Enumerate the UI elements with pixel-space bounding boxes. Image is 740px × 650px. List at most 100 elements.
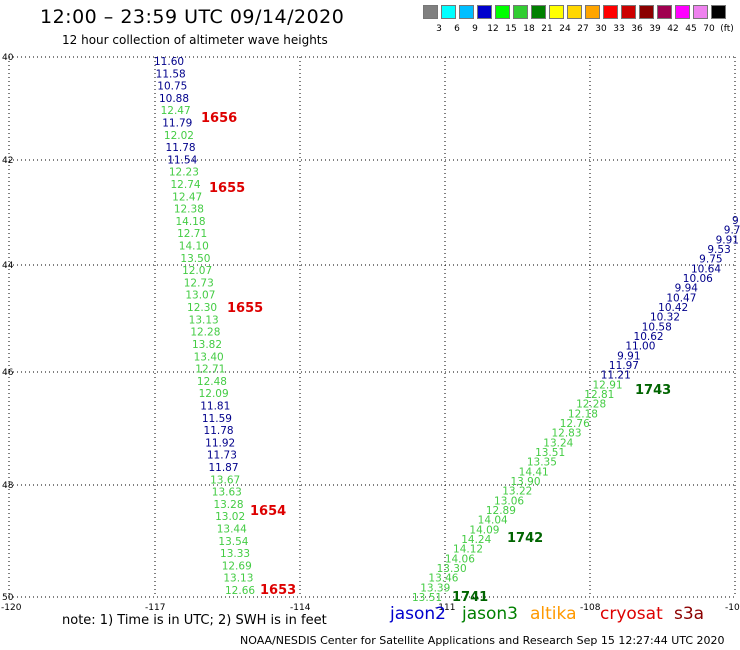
wave-height-value: 13.39 <box>420 582 450 594</box>
wave-height-value: 11.00 <box>625 341 655 353</box>
lat-label: 50 <box>2 593 14 603</box>
scale-swatch <box>549 5 564 19</box>
wave-height-value: 12.09 <box>199 388 229 400</box>
lat-label: 46 <box>2 368 14 378</box>
wave-height-value: 12.71 <box>177 228 207 240</box>
pass-time-label: 1656 <box>201 111 237 126</box>
wave-height-value: 12.38 <box>174 204 204 216</box>
scale-label: (ft) <box>720 24 734 34</box>
scale-label: 27 <box>577 24 589 34</box>
scale-label: 42 <box>667 24 679 34</box>
wave-height-value: 13.02 <box>215 511 245 523</box>
pass-time-label: 1741 <box>452 590 488 605</box>
wave-height-value: 11.73 <box>207 450 237 462</box>
scale-swatch <box>621 5 636 19</box>
wave-height-value: 13.63 <box>212 487 242 499</box>
wave-height-value: 14.41 <box>519 466 549 478</box>
wave-height-value: 13.28 <box>213 499 243 511</box>
lat-label: 44 <box>2 261 14 271</box>
pass-time-label: 1654 <box>250 504 286 519</box>
lon-label: -108 <box>580 603 601 613</box>
scale-label: 3 <box>436 24 442 34</box>
wave-height-value: 12.66 <box>225 585 255 597</box>
page-title: 12:00 – 23:59 UTC 09/14/2020 <box>40 6 345 28</box>
time-labels: 1656 1655 1655 1654 1653 1743 1742 1741 <box>201 111 671 605</box>
wave-height-value: 13.22 <box>502 486 532 498</box>
wave-height-value: 10.32 <box>650 312 680 324</box>
wave-height-value: 12.83 <box>551 428 581 440</box>
wave-height-value: 10.47 <box>666 292 696 304</box>
wave-height-value: 9.7 <box>724 225 740 237</box>
wave-height-value: 12.69 <box>222 560 252 572</box>
pass-time-label: 1655 <box>209 181 245 196</box>
scale-swatch <box>513 5 528 19</box>
footnote: note: 1) Time is in UTC; 2) SWH is in fe… <box>62 613 327 628</box>
wave-height-value: 11.21 <box>601 370 631 382</box>
wave-height-value: 9.75 <box>699 254 722 266</box>
lon-label: -114 <box>290 603 311 613</box>
page-subtitle: 12 hour collection of altimeter wave hei… <box>62 33 328 47</box>
wave-height-value: 12.73 <box>184 277 214 289</box>
scale-swatch <box>423 5 438 19</box>
wave-height-value: 13.50 <box>180 253 210 265</box>
wave-height-value: 11.59 <box>202 413 232 425</box>
wave-height-value: 14.18 <box>175 216 205 228</box>
scale-swatch <box>711 5 726 19</box>
scale-swatch <box>639 5 654 19</box>
wave-height-value: 12.18 <box>568 408 598 420</box>
wave-height-value: 12.71 <box>195 364 225 376</box>
scale-label: 45 <box>685 24 697 34</box>
wave-height-value: 10.64 <box>691 263 721 275</box>
wave-height-value: 11.79 <box>162 118 192 130</box>
wave-height-value: 14.04 <box>478 515 508 527</box>
scale-swatch <box>531 5 546 19</box>
wave-height-value: 9.91 <box>617 350 640 362</box>
wave-height-value: 10.42 <box>658 302 688 314</box>
wave-height-value: 11.92 <box>205 437 235 449</box>
wave-height-value: 14.09 <box>469 524 499 536</box>
wave-height-value: 9.94 <box>675 283 699 295</box>
wave-height-value: 13.46 <box>428 573 458 585</box>
wave-height-value: 13.30 <box>437 563 467 575</box>
wave-height-value: 10.62 <box>634 331 664 343</box>
wave-height-value: 12.30 <box>187 302 217 314</box>
wave-height-value: 11.78 <box>166 142 196 154</box>
wave-height-value: 13.67 <box>210 474 240 486</box>
wave-height-value: 13.82 <box>192 339 222 351</box>
wave-height-value: 12.02 <box>164 130 194 142</box>
wave-height-value: 11.60 <box>154 56 184 68</box>
axis-labels: 40 42 44 46 48 50-120 -117 -114 -111 -108 -105 <box>1 53 740 613</box>
scale-label: 15 <box>505 24 517 34</box>
pass-time-label: 1742 <box>507 531 543 546</box>
scale-label: 33 <box>613 24 625 34</box>
wave-height-value: 13.51 <box>412 592 442 604</box>
wave-height-value: 14.10 <box>179 241 209 253</box>
wave-height-value: 14.24 <box>461 534 491 546</box>
wave-height-value: 10.58 <box>642 321 672 333</box>
wave-height-value: 12.91 <box>593 379 623 391</box>
wave-height-value: 12.07 <box>182 265 212 277</box>
scale-label: 21 <box>541 24 553 34</box>
scale-label: 30 <box>595 24 607 34</box>
wave-height-value: 12.28 <box>190 327 220 339</box>
legend-jason2: jason2 <box>390 604 446 624</box>
wave-height-value: 12.81 <box>584 389 614 401</box>
scale-swatch <box>495 5 510 19</box>
pass-time-label: 1743 <box>635 383 671 398</box>
satellite-tracks: 11.6011.5810.7510.8812.4711.7912.0211.78… <box>154 56 740 604</box>
credit-line: NOAA/NESDIS Center for Satellite Applica… <box>240 634 725 647</box>
scale-swatch <box>477 5 492 19</box>
wave-height-value: 13.24 <box>543 437 573 449</box>
wave-height-value: 13.33 <box>220 548 250 560</box>
wave-height-value: 12.74 <box>171 179 201 191</box>
legend-altika: altika <box>530 604 577 624</box>
scale-swatch <box>585 5 600 19</box>
scale-swatch <box>459 5 474 19</box>
wave-height-value: 13.35 <box>527 457 557 469</box>
wave-height-value: 12.48 <box>197 376 227 388</box>
wave-height-value: 13.13 <box>223 573 253 585</box>
wave-height-value: 13.13 <box>189 314 219 326</box>
scale-label: 24 <box>559 24 571 34</box>
scale-swatch <box>693 5 708 19</box>
lon-label: -105 <box>725 603 740 613</box>
